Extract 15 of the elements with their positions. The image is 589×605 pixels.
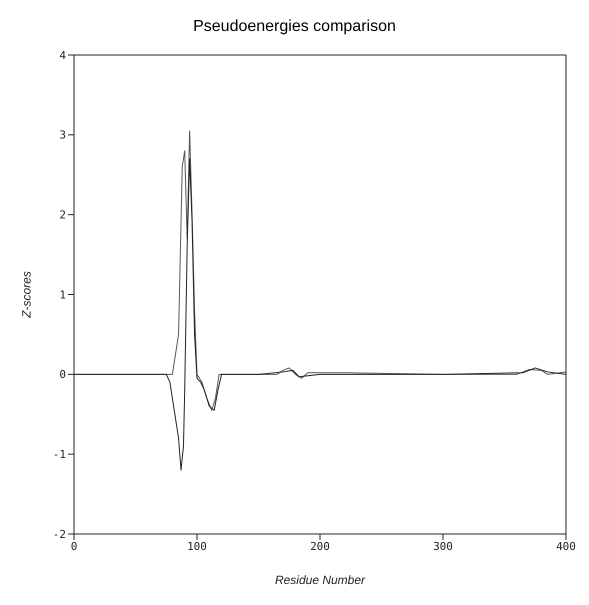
y-tick-label: 4 <box>59 48 66 62</box>
x-tick-label: 0 <box>70 540 78 553</box>
chart-title: Pseudoenergies comparison <box>192 17 397 36</box>
x-tick-label: 400 <box>556 540 576 553</box>
y-tick-label: 3 <box>59 128 66 142</box>
x-axis-title: Residue Number <box>274 573 366 587</box>
y-tick-label: 1 <box>59 288 66 302</box>
y-tick-label: 2 <box>59 208 66 222</box>
y-tick-label: -2 <box>52 528 66 541</box>
y-axis-title: Z-scores <box>19 271 34 319</box>
x-tick-label: 100 <box>187 540 207 553</box>
x-tick-label: 200 <box>310 540 330 553</box>
x-tick-label: 300 <box>433 540 453 553</box>
y-tick-label: 0 <box>59 368 66 382</box>
y-tick-label: -1 <box>52 448 66 462</box>
